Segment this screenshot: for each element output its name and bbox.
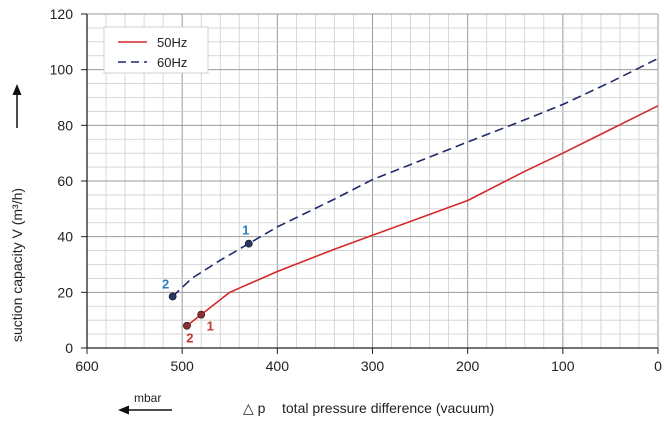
point-label-60hz-1: 1 bbox=[242, 223, 249, 238]
series-line-50hz bbox=[186, 105, 659, 327]
y-tick-label: 100 bbox=[50, 62, 74, 78]
y-tick-label: 80 bbox=[57, 117, 73, 133]
x-tick-label: 100 bbox=[551, 358, 575, 374]
tick-labels: 600 500 400 300 200 100 0 0 20 40 60 80 100 120 bbox=[50, 6, 662, 374]
y-tick-label: 60 bbox=[57, 173, 73, 189]
x-tick-label: 300 bbox=[361, 358, 385, 374]
x-axis-arrowhead bbox=[118, 405, 129, 415]
x-tick-label: 400 bbox=[266, 358, 290, 374]
legend: 50Hz 60Hz bbox=[103, 26, 209, 74]
y-axis-label: suction capacity V (m³/h) bbox=[9, 188, 25, 342]
x-tick-label: 600 bbox=[75, 358, 99, 374]
point-label-60hz-2: 2 bbox=[162, 277, 169, 292]
y-tick-label: 120 bbox=[50, 6, 74, 22]
point-label-50hz-2: 2 bbox=[186, 331, 193, 346]
y-tick-label: 40 bbox=[57, 229, 73, 245]
series-layer bbox=[172, 57, 659, 327]
x-axis-symbol: △ p bbox=[243, 400, 266, 416]
series-line-60hz bbox=[172, 57, 659, 298]
data-point-50hz-1 bbox=[197, 310, 206, 319]
x-axis-label: total pressure difference (vacuum) bbox=[282, 400, 494, 416]
x-axis-unit: mbar bbox=[134, 391, 161, 405]
data-point-60hz-1 bbox=[244, 239, 253, 248]
x-tick-label: 200 bbox=[456, 358, 480, 374]
data-point-50hz-2 bbox=[183, 321, 191, 330]
y-axis-arrowhead bbox=[12, 84, 22, 95]
x-tick-label: 0 bbox=[654, 358, 662, 374]
y-tick-label: 20 bbox=[57, 284, 73, 300]
legend-label-50hz: 50Hz bbox=[157, 35, 187, 50]
legend-label-60hz: 60Hz bbox=[157, 55, 187, 70]
data-point-60hz-2 bbox=[168, 292, 177, 301]
y-tick-label: 0 bbox=[65, 340, 73, 356]
point-label-50hz-1: 1 bbox=[207, 319, 214, 334]
x-tick-label: 500 bbox=[170, 358, 194, 374]
